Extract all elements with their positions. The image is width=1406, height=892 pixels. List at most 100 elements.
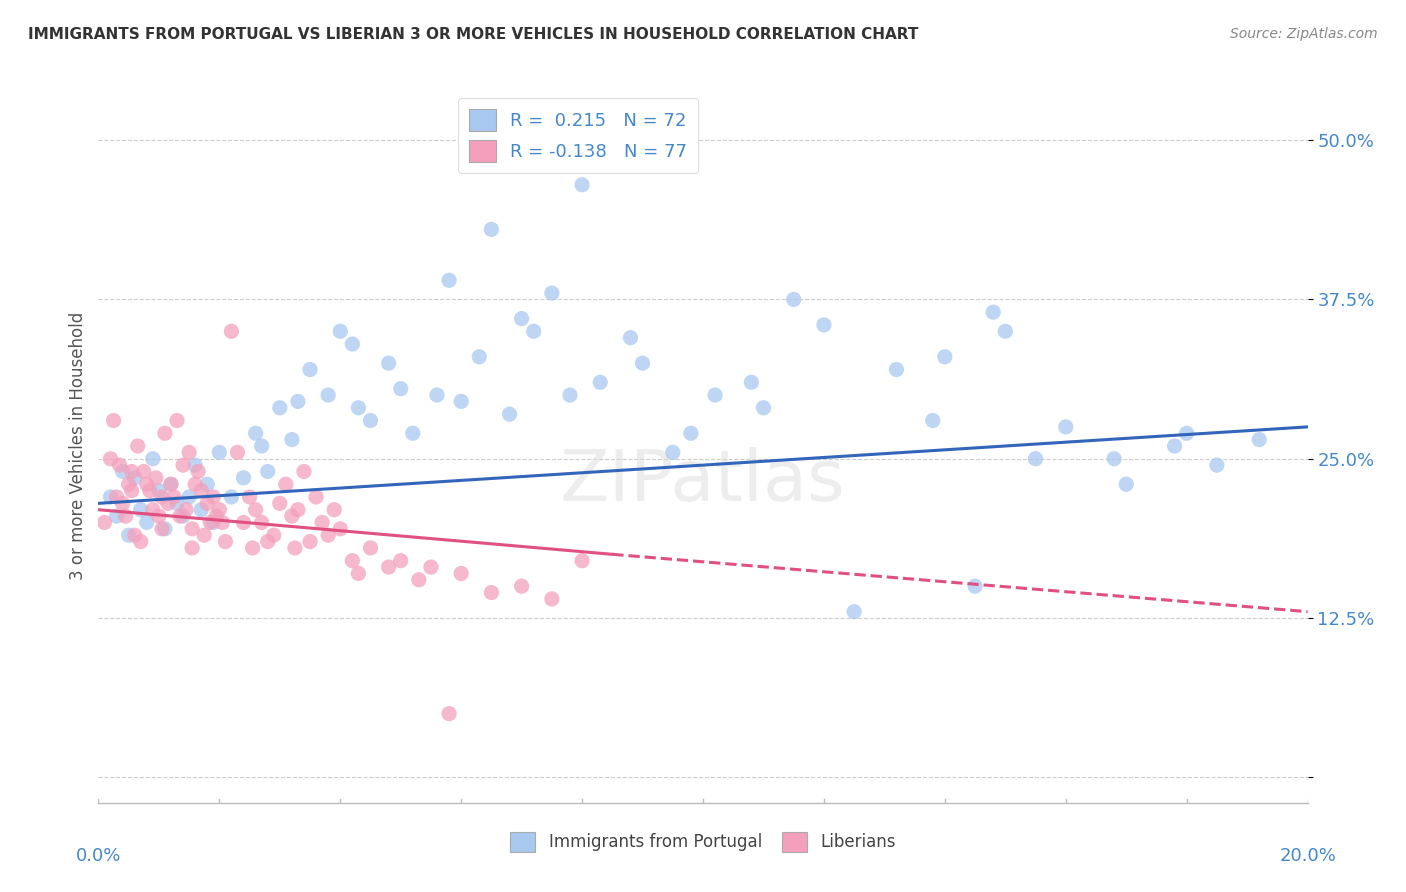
Point bbox=[179, 445, 201, 459]
Point bbox=[150, 490, 173, 504]
Point bbox=[1249, 433, 1271, 447]
Point bbox=[145, 471, 167, 485]
Point bbox=[921, 413, 943, 427]
Point bbox=[124, 528, 146, 542]
Point bbox=[195, 477, 218, 491]
Point bbox=[783, 293, 806, 307]
Point bbox=[166, 496, 188, 510]
Point bbox=[619, 331, 641, 345]
Point bbox=[129, 534, 152, 549]
Point bbox=[160, 477, 183, 491]
Point bbox=[360, 413, 382, 427]
Point bbox=[142, 451, 165, 466]
Text: Source: ZipAtlas.com: Source: ZipAtlas.com bbox=[1230, 27, 1378, 41]
Point bbox=[242, 541, 264, 555]
Point bbox=[540, 591, 562, 606]
Point bbox=[408, 573, 430, 587]
Point bbox=[221, 324, 243, 338]
Point bbox=[420, 560, 443, 574]
Point bbox=[1115, 477, 1137, 491]
Point bbox=[679, 426, 702, 441]
Point bbox=[100, 490, 122, 504]
Point bbox=[281, 509, 304, 524]
Point bbox=[1206, 458, 1229, 472]
Point bbox=[540, 286, 562, 301]
Point bbox=[558, 388, 581, 402]
Point bbox=[287, 394, 309, 409]
Point bbox=[139, 483, 162, 498]
Point bbox=[245, 426, 267, 441]
Point bbox=[437, 706, 460, 721]
Legend: Immigrants from Portugal, Liberians: Immigrants from Portugal, Liberians bbox=[503, 825, 903, 859]
Point bbox=[205, 509, 228, 524]
Point bbox=[450, 566, 472, 581]
Point bbox=[661, 445, 683, 459]
Point bbox=[184, 477, 207, 491]
Point bbox=[179, 490, 201, 504]
Point bbox=[150, 522, 173, 536]
Point bbox=[389, 382, 412, 396]
Point bbox=[360, 541, 382, 555]
Point bbox=[377, 560, 399, 574]
Point bbox=[740, 376, 762, 390]
Point bbox=[510, 311, 533, 326]
Point bbox=[752, 401, 775, 415]
Point bbox=[1175, 426, 1198, 441]
Point bbox=[93, 516, 115, 530]
Point bbox=[100, 451, 122, 466]
Point bbox=[468, 350, 491, 364]
Point bbox=[389, 554, 412, 568]
Point bbox=[589, 376, 612, 390]
Point bbox=[160, 477, 183, 491]
Point bbox=[195, 496, 218, 510]
Point bbox=[187, 465, 209, 479]
Point bbox=[299, 362, 322, 376]
Point bbox=[214, 534, 236, 549]
Point bbox=[153, 522, 176, 536]
Point bbox=[299, 534, 322, 549]
Point bbox=[342, 554, 364, 568]
Point bbox=[132, 465, 155, 479]
Point bbox=[181, 541, 204, 555]
Point bbox=[103, 413, 125, 427]
Point bbox=[169, 509, 191, 524]
Point bbox=[172, 458, 194, 472]
Point bbox=[127, 439, 149, 453]
Point bbox=[450, 394, 472, 409]
Point bbox=[135, 477, 157, 491]
Text: 0.0%: 0.0% bbox=[76, 847, 121, 865]
Point bbox=[981, 305, 1004, 319]
Point bbox=[105, 509, 128, 524]
Point bbox=[284, 541, 307, 555]
Point bbox=[292, 465, 315, 479]
Point bbox=[202, 490, 225, 504]
Text: IMMIGRANTS FROM PORTUGAL VS LIBERIAN 3 OR MORE VEHICLES IN HOUSEHOLD CORRELATION: IMMIGRANTS FROM PORTUGAL VS LIBERIAN 3 O… bbox=[28, 27, 918, 42]
Point bbox=[111, 465, 134, 479]
Text: ZIPatlas: ZIPatlas bbox=[560, 447, 846, 516]
Point bbox=[156, 496, 179, 510]
Point bbox=[281, 433, 304, 447]
Point bbox=[148, 483, 170, 498]
Point bbox=[965, 579, 987, 593]
Point bbox=[402, 426, 425, 441]
Point bbox=[1102, 451, 1125, 466]
Point bbox=[311, 516, 333, 530]
Point bbox=[631, 356, 654, 370]
Point bbox=[377, 356, 399, 370]
Point bbox=[481, 585, 503, 599]
Y-axis label: 3 or more Vehicles in Household: 3 or more Vehicles in Household bbox=[69, 312, 87, 580]
Point bbox=[323, 502, 346, 516]
Point bbox=[232, 516, 254, 530]
Point bbox=[148, 509, 170, 524]
Point bbox=[208, 445, 231, 459]
Point bbox=[226, 445, 249, 459]
Point bbox=[190, 483, 212, 498]
Point bbox=[153, 426, 176, 441]
Point bbox=[250, 439, 273, 453]
Point bbox=[316, 388, 339, 402]
Point bbox=[239, 490, 262, 504]
Point bbox=[181, 522, 204, 536]
Point bbox=[166, 413, 188, 427]
Point bbox=[208, 502, 231, 516]
Point bbox=[269, 496, 291, 510]
